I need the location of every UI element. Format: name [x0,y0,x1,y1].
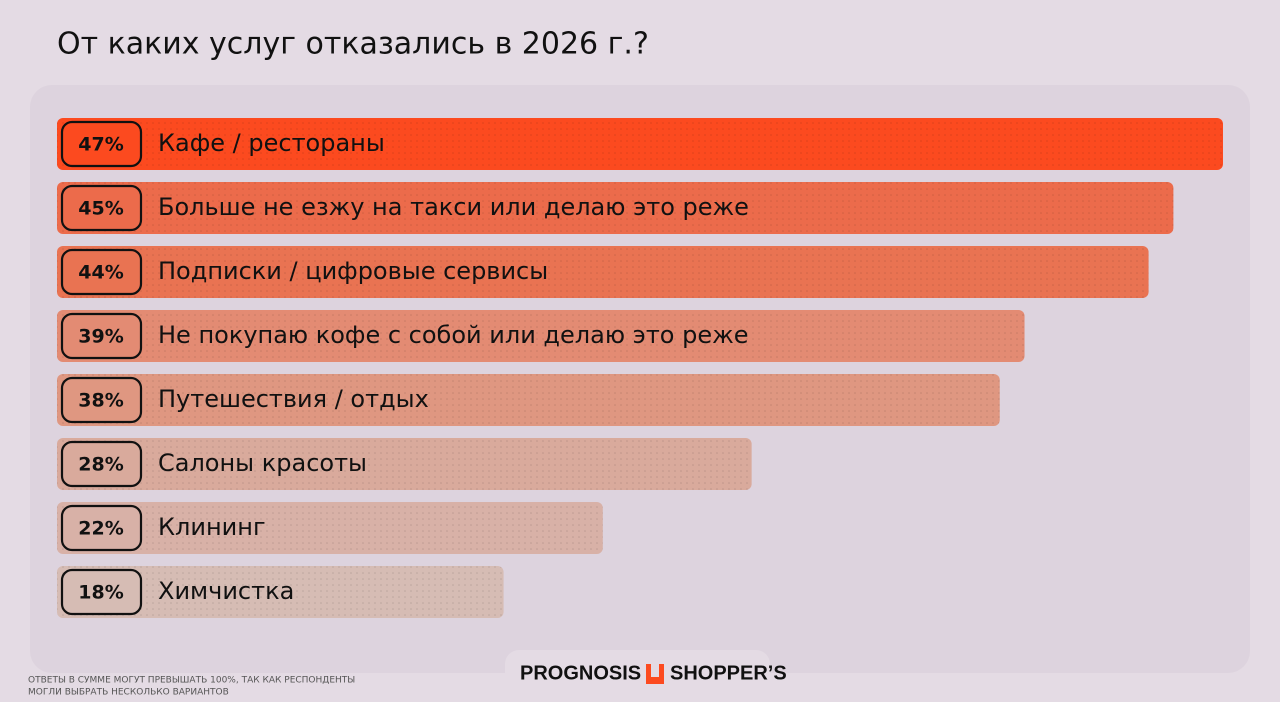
bar-texture [57,438,752,490]
category-label: Клининг [158,513,266,541]
value-badge [60,376,143,424]
value-badge [60,504,143,552]
value-badge [60,440,143,488]
category-label: Кафе / рестораны [158,129,385,157]
bar-texture [57,310,1025,362]
category-label: Подписки / цифровые сервисы [158,257,548,285]
value-badge [60,120,143,168]
bar-texture [57,246,1149,298]
bar-texture [57,374,1000,426]
logo-shoppers: SHOPPER’S [670,662,787,684]
bar-texture [57,118,1223,170]
value-label: 44% [78,262,123,284]
logo-icon [646,664,664,684]
value-badge [60,184,143,232]
chart-title: От каких услуг отказались в 2026 г.? [57,27,649,62]
logo-tab [505,650,770,702]
value-label: 28% [78,454,123,476]
value-label: 45% [78,198,123,220]
bar-texture [57,182,1174,234]
footnote: МОГЛИ ВЫБРАТЬ НЕСКОЛЬКО ВАРИАНТОВ [28,688,229,698]
value-badge [60,568,143,616]
logo-prognosis: PROGNOSIS [520,662,641,684]
bar-texture [57,502,603,554]
category-label: Химчистка [158,577,294,605]
footnote: ОТВЕТЫ В СУММЕ МОГУТ ПРЕВЫШАТЬ 100%, ТАК… [28,676,355,686]
category-label: Не покупаю кофе с собой или делаю это ре… [158,321,749,349]
value-badge [60,248,143,296]
category-label: Салоны красоты [158,449,367,477]
value-label: 38% [78,390,123,412]
value-label: 39% [78,326,123,348]
value-label: 18% [78,582,123,604]
value-badge [60,312,143,360]
value-label: 22% [78,518,123,540]
value-label: 47% [78,134,123,156]
bar-texture [57,566,504,618]
category-label: Путешествия / отдых [158,385,429,413]
category-label: Больше не езжу на такси или делаю это ре… [158,193,749,221]
